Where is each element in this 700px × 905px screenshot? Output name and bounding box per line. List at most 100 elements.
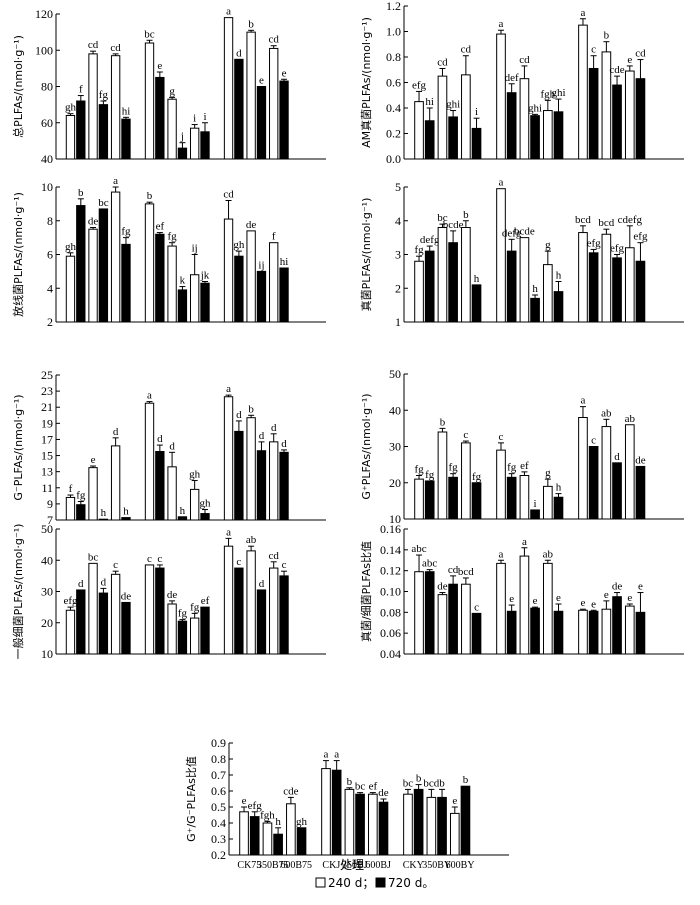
y-tick-label: 0.3 bbox=[211, 832, 226, 846]
sig-label: c bbox=[113, 559, 118, 571]
bar-350B75-720d bbox=[98, 208, 109, 323]
y-tick-label: 1.0 bbox=[386, 25, 401, 39]
y-tick-label: 50 bbox=[41, 522, 53, 536]
bar-600BJ-240d bbox=[543, 562, 553, 655]
sig-label: ab bbox=[625, 413, 636, 425]
sig-label: efg bbox=[63, 595, 78, 607]
bar-CK75-240d bbox=[414, 571, 424, 655]
bar-CK75-720d bbox=[249, 816, 260, 856]
sig-label: cd bbox=[223, 189, 234, 201]
bar-350B75-240d bbox=[437, 594, 448, 655]
bar-350B75-240d bbox=[437, 431, 448, 520]
bar-350BJ-240d bbox=[519, 237, 530, 323]
bar-600BJ-720d bbox=[200, 606, 210, 655]
sig-label: ab bbox=[246, 534, 257, 546]
bar-350BY-240d bbox=[601, 608, 612, 655]
bar-600BY-240d bbox=[269, 242, 279, 323]
sig-label: b bbox=[604, 30, 610, 42]
sig-label: a bbox=[499, 177, 504, 189]
sig-label: fg bbox=[76, 489, 86, 501]
y-tick-label: 0.0 bbox=[386, 152, 401, 166]
x-tick-label: CKY bbox=[403, 860, 424, 871]
y-tick-label: 100 bbox=[35, 43, 53, 57]
bar-350B75-720d bbox=[448, 476, 458, 520]
bar-350BY-720d bbox=[256, 270, 267, 323]
bar-600BJ-720d bbox=[200, 513, 210, 521]
sig-label: d bbox=[113, 426, 119, 438]
sig-label: bcde bbox=[443, 219, 464, 231]
bar-600BY-720d bbox=[279, 451, 289, 521]
sig-label: de bbox=[167, 589, 178, 601]
sig-label: c bbox=[463, 429, 468, 441]
sig-label: f bbox=[79, 84, 83, 96]
bar-600B75-240d bbox=[110, 191, 121, 323]
sig-label: a bbox=[324, 749, 329, 761]
sig-label: h bbox=[532, 283, 538, 295]
sig-label: bc bbox=[88, 551, 99, 563]
bar-600BY-240d bbox=[624, 605, 635, 655]
y-tick-label: 20 bbox=[389, 476, 401, 490]
sig-label: gh bbox=[233, 239, 245, 251]
bar-600BY-240d bbox=[269, 47, 279, 160]
y-tick-label: 10 bbox=[41, 180, 53, 194]
bar-600B75-720d bbox=[121, 517, 131, 521]
sig-label: bc bbox=[403, 777, 414, 789]
y-tick-label: 0.12 bbox=[380, 564, 401, 578]
sig-label: cd bbox=[461, 44, 472, 56]
y-axis-label: 一般细菌PLFAs/(nmol·g⁻¹) bbox=[12, 524, 25, 660]
sig-label: d bbox=[236, 47, 242, 59]
bar-CKJ-720d bbox=[506, 92, 517, 160]
legend-label-720d: 720 d。 bbox=[388, 876, 434, 890]
legend-swatch-720d bbox=[375, 877, 386, 888]
y-tick-label: 9 bbox=[47, 497, 53, 511]
bar-600B75-720d bbox=[471, 284, 482, 323]
y-tick-label: 15 bbox=[41, 449, 53, 463]
sig-label: b bbox=[439, 777, 445, 789]
sig-label: h bbox=[101, 507, 107, 519]
sig-label: fg bbox=[121, 226, 131, 238]
bar-600BJ-240d bbox=[368, 793, 378, 856]
sig-label: c bbox=[236, 556, 241, 568]
y-tick-label: 3 bbox=[395, 248, 401, 262]
sig-label: a bbox=[147, 390, 152, 402]
sig-label: d bbox=[614, 451, 620, 463]
sig-label: ij bbox=[258, 259, 264, 271]
sig-label: e bbox=[282, 67, 287, 79]
bar-600BY-240d bbox=[449, 812, 460, 856]
sig-label: bc bbox=[144, 28, 155, 40]
bar-350B75-240d bbox=[88, 467, 98, 521]
bar-CKY-720d bbox=[588, 67, 599, 160]
x-tick-label: CK75 bbox=[237, 860, 261, 871]
sig-label: de bbox=[378, 787, 389, 799]
y-tick-label: 4 bbox=[47, 281, 53, 295]
sig-label: d bbox=[259, 430, 265, 442]
bar-600B75-240d bbox=[286, 803, 296, 856]
sig-label: cd bbox=[269, 550, 280, 562]
y-tick-label: 40 bbox=[41, 553, 53, 567]
y-tick-label: 80 bbox=[41, 80, 53, 94]
bar-CKY-720d bbox=[588, 252, 599, 323]
sig-label: bcd bbox=[598, 217, 614, 229]
sig-label: e bbox=[627, 592, 632, 604]
sig-label: b bbox=[248, 403, 254, 415]
panel-total: 40 60 80 100 120 总PLFAs/(nmol·g⁻¹) ghf cd fg cd hi… bbox=[11, 6, 326, 166]
bar-600BY-720d bbox=[635, 465, 646, 520]
x-axis-title: 处理 bbox=[340, 858, 364, 872]
sig-label: efg bbox=[412, 79, 427, 91]
bar-CKY-240d bbox=[578, 417, 588, 520]
sig-label: fg bbox=[414, 464, 424, 476]
bar-350B75-720d bbox=[273, 833, 283, 856]
bar-CK75-720d bbox=[424, 480, 435, 520]
sig-label: jk bbox=[200, 270, 210, 282]
y-tick-label: 23 bbox=[41, 384, 53, 398]
x-tick-label: 350B75 bbox=[257, 860, 289, 871]
bar-CK75-720d bbox=[424, 120, 435, 160]
sig-label: b bbox=[463, 209, 469, 221]
sig-label: d bbox=[78, 578, 84, 590]
y-tick-label: 0.2 bbox=[386, 127, 401, 141]
bar-600BJ-720d bbox=[553, 291, 564, 323]
bar-350BJ-240d bbox=[344, 788, 355, 856]
bar-CK75-240d bbox=[65, 255, 76, 323]
bar-600B75-240d bbox=[461, 74, 471, 160]
